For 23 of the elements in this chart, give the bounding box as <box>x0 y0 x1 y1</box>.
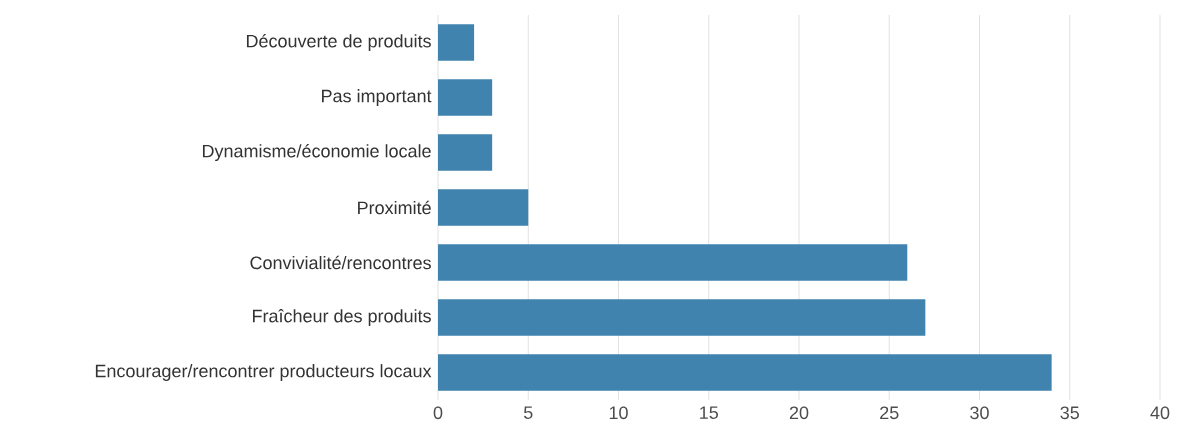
bar <box>438 244 908 281</box>
y-tick-label: Dynamisme/économie locale <box>202 144 431 161</box>
x-tick-label: 20 <box>789 406 809 420</box>
bar <box>438 299 926 336</box>
x-tick-label: 25 <box>880 406 899 420</box>
y-tick-label: Encourager/rencontrer producteurs locaux <box>95 364 432 381</box>
bar <box>438 189 529 226</box>
y-tick-label: Convivialité/rencontres <box>250 255 431 270</box>
x-tick-label: 40 <box>1150 406 1170 420</box>
x-tick-label: 15 <box>700 406 718 419</box>
y-tick-label: Fraîcheur des produits <box>252 309 431 326</box>
x-tick-label: 10 <box>609 406 628 420</box>
x-tick-label: 5 <box>523 406 533 419</box>
y-tick-label: Découverte de produits <box>246 34 431 52</box>
y-tick-label: Pas important <box>322 89 432 106</box>
y-tick-label: Proximité <box>358 200 431 215</box>
x-tick-label: 35 <box>1060 406 1079 420</box>
bar <box>438 134 493 171</box>
bar <box>438 354 1052 391</box>
x-tick-label: 30 <box>970 406 989 420</box>
bar <box>438 24 475 61</box>
bar <box>438 79 493 116</box>
x-tick-label: 0 <box>433 406 443 420</box>
